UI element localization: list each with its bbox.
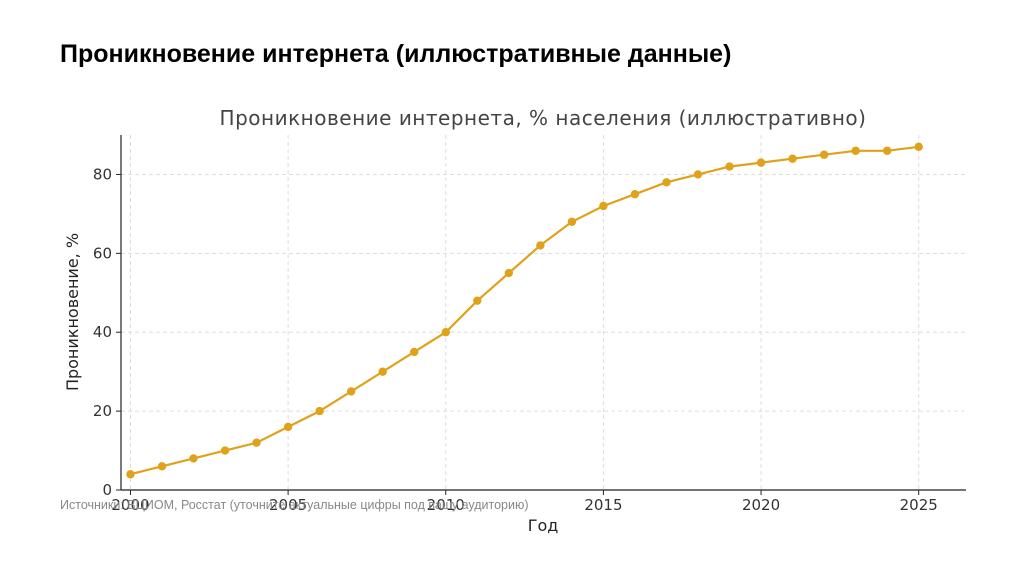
data-point [819,150,829,159]
data-point [504,268,514,278]
data-point [315,406,324,416]
x-tick-label: 2010 [427,496,465,514]
x-tick-label: 2020 [742,496,780,514]
data-point [630,189,640,199]
x-tick-label: 2015 [584,496,622,514]
chart-series [126,142,923,479]
chart-title: Проникновение интернета, % населения (ил… [220,106,867,130]
data-point [441,328,450,337]
y-tick-label: 20 [93,402,112,420]
data-point [189,454,198,463]
data-point [536,241,545,250]
data-point [346,387,356,396]
y-tick-label: 0 [102,481,112,499]
y-tick-label: 40 [93,323,112,341]
slide-title: Проникновение интернета (иллюстративные … [60,40,732,68]
x-tick-label: 2000 [111,496,149,514]
data-point [410,347,419,357]
data-point [788,154,797,163]
y-tick-label: 60 [93,244,112,262]
source-note: Источники: ВЦИОМ, Росстат (уточните акту… [60,498,529,512]
x-axis-label: Год [528,516,559,535]
data-point [662,178,671,187]
data-point [473,296,482,305]
chart-ticks: 2000 2005 2010 2015 2020 2025 0 20 40 60 80 [93,165,938,514]
data-point [882,146,892,155]
data-point [725,162,734,171]
data-point [157,462,167,471]
data-point [756,158,766,167]
data-point [378,367,387,376]
x-tick-label: 2025 [900,496,938,514]
data-point [914,142,923,152]
chart-grid [121,135,966,491]
series-line [130,145,919,476]
data-point [283,422,293,432]
data-point [252,438,261,447]
x-tick-label: 2005 [269,496,307,514]
data-point [220,446,230,455]
data-point [851,146,860,155]
data-point [126,470,135,479]
chart-axes [120,135,966,491]
data-point [599,201,608,211]
y-tick-label: 80 [93,165,112,183]
data-point [693,170,703,179]
y-axis-label: Проникновение, % [63,233,82,391]
data-point [567,217,577,226]
